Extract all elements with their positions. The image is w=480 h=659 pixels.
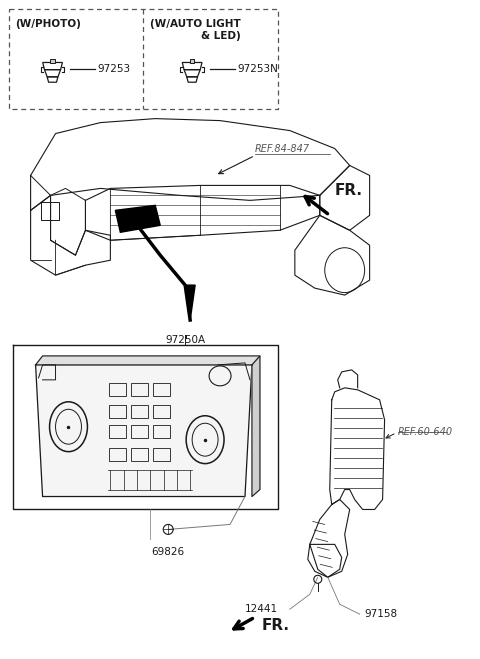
Text: 69826: 69826 <box>152 548 185 558</box>
Bar <box>153 424 170 438</box>
Polygon shape <box>185 285 195 320</box>
Text: REF.84-847: REF.84-847 <box>255 144 310 154</box>
Text: 97250A: 97250A <box>165 335 205 345</box>
Text: FR.: FR. <box>335 183 363 198</box>
Polygon shape <box>36 365 252 496</box>
Bar <box>132 447 148 461</box>
Bar <box>50 59 55 63</box>
Bar <box>153 447 170 461</box>
Text: REF.60-640: REF.60-640 <box>397 427 453 437</box>
Text: FR.: FR. <box>262 617 290 633</box>
Bar <box>132 405 148 418</box>
Bar <box>190 59 194 63</box>
Bar <box>109 424 126 438</box>
Bar <box>153 383 170 396</box>
Polygon shape <box>252 356 260 496</box>
Text: 97253N: 97253N <box>237 64 278 74</box>
Bar <box>132 383 148 396</box>
Text: 12441: 12441 <box>245 604 278 614</box>
Bar <box>153 405 170 418</box>
Bar <box>109 447 126 461</box>
Text: 97158: 97158 <box>365 609 398 619</box>
Text: (W/PHOTO): (W/PHOTO) <box>15 19 81 29</box>
Text: (W/AUTO LIGHT
& LED): (W/AUTO LIGHT & LED) <box>150 19 241 40</box>
Polygon shape <box>31 119 350 210</box>
Text: 97253: 97253 <box>97 64 131 74</box>
Bar <box>132 424 148 438</box>
Bar <box>109 405 126 418</box>
Bar <box>109 383 126 396</box>
Polygon shape <box>115 206 160 232</box>
Polygon shape <box>85 185 320 241</box>
Polygon shape <box>36 356 260 365</box>
